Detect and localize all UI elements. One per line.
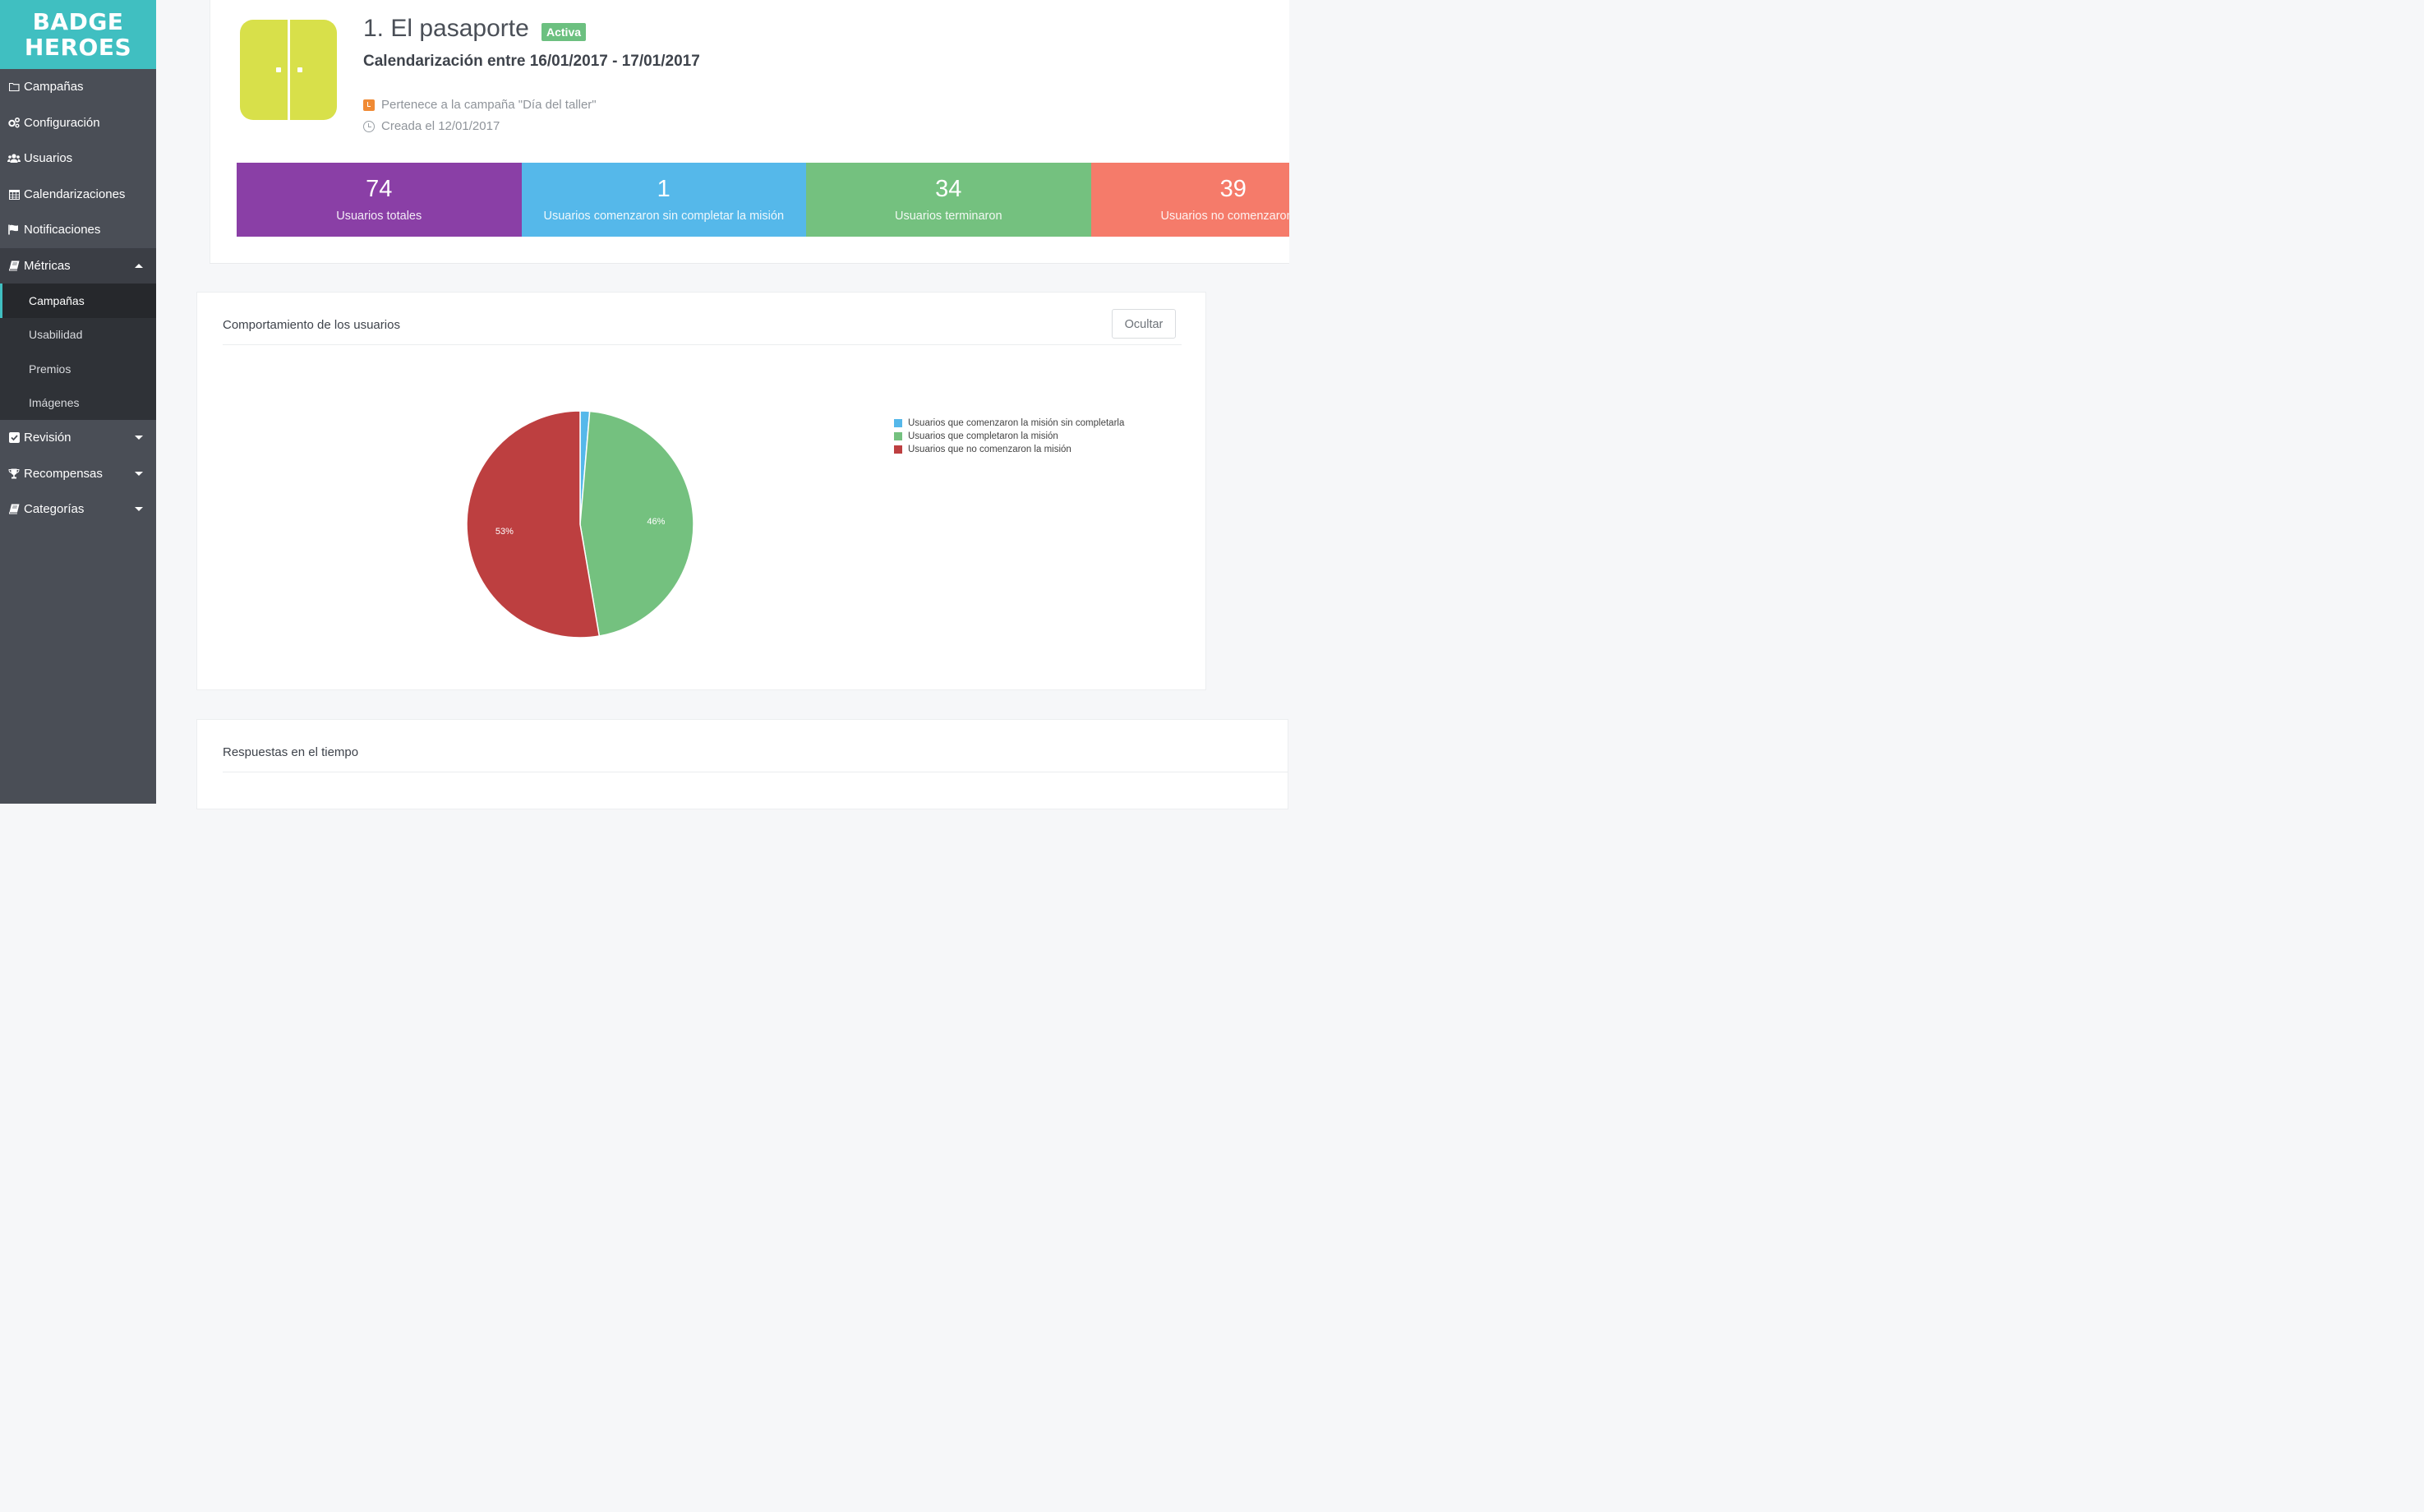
submenu-item-usabilidad[interactable]: Usabilidad bbox=[0, 318, 156, 353]
sidebar-item-recompensas[interactable]: Recompensas bbox=[0, 456, 156, 492]
status-badge: Activa bbox=[541, 23, 587, 41]
stat-label: Usuarios no comenzaron la bbox=[1160, 210, 1289, 223]
sidebar-item-label: Configuración bbox=[24, 115, 100, 130]
pie-slice-label: 53% bbox=[495, 527, 514, 537]
sidebar-item-metricas[interactable]: Métricas bbox=[0, 247, 156, 284]
legend-swatch bbox=[894, 432, 902, 440]
trophy-icon bbox=[7, 468, 21, 479]
schedule-range: Calendarización entre 16/01/2017 - 17/01… bbox=[363, 53, 700, 70]
submenu-item-label: Usabilidad bbox=[29, 328, 83, 342]
sidebar-item-label: Métricas bbox=[24, 258, 71, 273]
mission-summary-card: 1. El pasaporte Activa Calendarización e… bbox=[210, 0, 1289, 264]
stat-label: Usuarios terminaron bbox=[894, 210, 1002, 223]
sidebar-item-campanas[interactable]: Campañas bbox=[0, 69, 156, 105]
chevron-down-icon bbox=[135, 507, 143, 511]
brand-logo[interactable]: BADGE HEROES bbox=[0, 0, 156, 69]
legend-label: Usuarios que comenzaron la misión sin co… bbox=[908, 418, 1125, 428]
folder-icon bbox=[7, 81, 21, 93]
sidebar-item-notificaciones[interactable]: Notificaciones bbox=[0, 212, 156, 248]
sidebar-item-configuracion[interactable]: Configuración bbox=[0, 105, 156, 141]
submenu-item-campanas[interactable]: Campañas bbox=[0, 284, 156, 318]
pie-slice[interactable] bbox=[466, 410, 601, 638]
brand-line-2: HEROES bbox=[24, 34, 132, 61]
legend-swatch bbox=[894, 419, 902, 427]
sidebar-item-label: Categorías bbox=[24, 502, 85, 517]
sidebar-item-label: Campañas bbox=[24, 80, 84, 94]
check-square-icon bbox=[7, 432, 21, 444]
book-icon bbox=[7, 504, 21, 515]
users-icon bbox=[7, 153, 21, 164]
submenu-item-imagenes[interactable]: Imágenes bbox=[0, 386, 156, 421]
hide-button[interactable]: Ocultar bbox=[1112, 309, 1176, 339]
sidebar-item-label: Recompensas bbox=[24, 466, 103, 481]
divider bbox=[223, 344, 1182, 345]
stats-row: 74 Usuarios totales 1 Usuarios comenzaro… bbox=[237, 163, 1289, 237]
page-title: 1. El pasaporte bbox=[363, 15, 529, 42]
stat-total-users: 74 Usuarios totales bbox=[237, 163, 522, 237]
sidebar-item-revision[interactable]: Revisión bbox=[0, 420, 156, 456]
card-title: Respuestas en el tiempo bbox=[223, 745, 359, 759]
stat-label: Usuarios totales bbox=[336, 210, 422, 223]
user-behavior-card: Comportamiento de los usuarios Ocultar 4… bbox=[196, 292, 1206, 690]
sidebar-item-label: Calendarizaciones bbox=[24, 187, 126, 201]
sidebar-item-label: Usuarios bbox=[24, 151, 73, 166]
chart-legend: Usuarios que comenzaron la misión sin co… bbox=[894, 417, 1124, 456]
submenu-item-label: Premios bbox=[29, 362, 71, 376]
legend-item[interactable]: Usuarios que comenzaron la misión sin co… bbox=[894, 417, 1124, 430]
stat-value: 34 bbox=[935, 176, 962, 202]
sidebar-item-label: Notificaciones bbox=[24, 223, 101, 237]
stat-value: 39 bbox=[1219, 176, 1247, 202]
pie-chart: 46% 53% bbox=[466, 410, 694, 638]
submenu-item-premios[interactable]: Premios bbox=[0, 352, 156, 386]
sidebar-item-categorias[interactable]: Categorías bbox=[0, 491, 156, 528]
stat-started-not-completed: 1 Usuarios comenzaron sin completar la m… bbox=[521, 163, 806, 237]
legend-swatch bbox=[894, 445, 902, 454]
created-text: Creada el 12/01/2017 bbox=[381, 119, 500, 133]
sidebar-item-label: Revisión bbox=[24, 431, 71, 445]
clock-icon bbox=[363, 120, 375, 132]
card-title: Comportamiento de los usuarios bbox=[223, 318, 400, 332]
brand-line-1: BADGE bbox=[32, 8, 124, 35]
metricas-submenu: Campañas Usabilidad Premios Imágenes bbox=[0, 284, 156, 420]
stat-label: Usuarios comenzaron sin completar la mis… bbox=[543, 210, 785, 223]
legend-label: Usuarios que no comenzaron la misión bbox=[908, 445, 1071, 454]
chevron-down-icon bbox=[135, 471, 143, 476]
pie-slice-label: 46% bbox=[647, 517, 665, 527]
sidebar-item-usuarios[interactable]: Usuarios bbox=[0, 141, 156, 177]
sidebar: BADGE HEROES Campañas Configuración Usua… bbox=[0, 0, 156, 804]
calendar-icon bbox=[7, 188, 21, 200]
stat-value: 74 bbox=[366, 176, 393, 202]
created-date: Creada el 12/01/2017 bbox=[363, 119, 500, 133]
book-icon bbox=[7, 260, 21, 271]
chevron-down-icon bbox=[135, 436, 143, 440]
stat-not-started: 39 Usuarios no comenzaron la bbox=[1090, 163, 1289, 237]
campaign-text: Pertenece a la campaña "Día del taller" bbox=[381, 98, 597, 112]
stat-finished: 34 Usuarios terminaron bbox=[806, 163, 1091, 237]
campaign-icon bbox=[363, 99, 375, 111]
legend-item[interactable]: Usuarios que completaron la misión bbox=[894, 430, 1124, 443]
legend-label: Usuarios que completaron la misión bbox=[908, 431, 1058, 441]
stat-value: 1 bbox=[657, 176, 671, 202]
sidebar-item-calendarizaciones[interactable]: Calendarizaciones bbox=[0, 177, 156, 213]
submenu-item-label: Campañas bbox=[29, 293, 85, 307]
flag-icon bbox=[7, 224, 21, 236]
pie-slice[interactable] bbox=[579, 410, 694, 637]
cogs-icon bbox=[7, 117, 21, 128]
submenu-item-label: Imágenes bbox=[29, 396, 80, 410]
legend-item[interactable]: Usuarios que no comenzaron la misión bbox=[894, 443, 1124, 456]
campaign-link[interactable]: Pertenece a la campaña "Día del taller" bbox=[363, 98, 597, 112]
chevron-up-icon bbox=[135, 263, 143, 268]
responses-over-time-card: Respuestas en el tiempo bbox=[196, 719, 1288, 809]
door-icon bbox=[240, 20, 337, 120]
